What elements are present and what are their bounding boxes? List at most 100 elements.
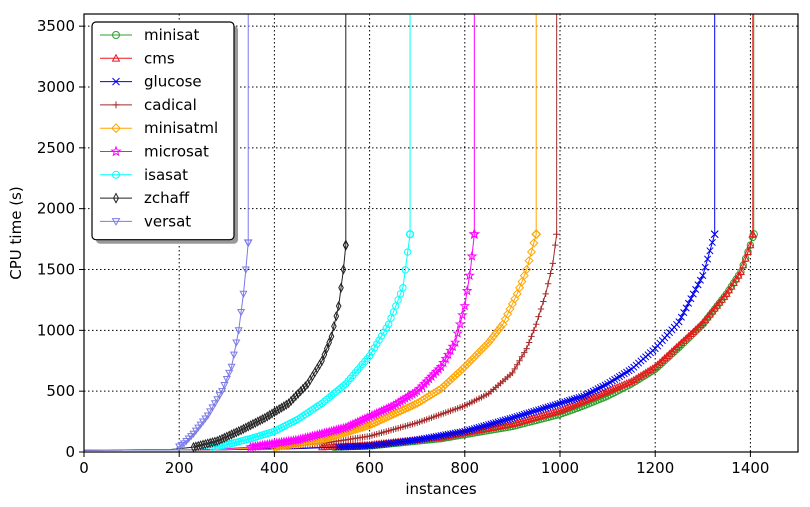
data-point	[746, 240, 755, 249]
data-point	[189, 430, 198, 438]
data-point	[202, 438, 209, 450]
data-point	[110, 145, 122, 157]
data-point	[241, 266, 250, 274]
data-point	[276, 403, 282, 415]
data-point	[443, 377, 453, 387]
data-point	[273, 405, 280, 416]
data-point	[525, 415, 534, 423]
data-point	[457, 364, 467, 374]
legend-box	[91, 21, 235, 241]
data-point	[340, 264, 347, 275]
data-point	[556, 399, 564, 407]
data-point	[533, 321, 540, 328]
data-point	[677, 338, 686, 346]
data-point	[565, 396, 574, 404]
data-point	[475, 423, 483, 431]
y-tick-label: 2500	[37, 139, 75, 157]
data-point	[382, 324, 390, 332]
data-point	[499, 417, 507, 425]
data-point	[445, 375, 456, 385]
x-tick-label: 800	[450, 459, 479, 477]
data-point	[665, 349, 674, 357]
data-point	[112, 101, 120, 109]
data-point	[300, 383, 306, 394]
legend-label: minisat	[144, 26, 199, 44]
data-point	[332, 387, 340, 396]
data-point	[198, 418, 208, 426]
legend-entry-minisatml: minisatml	[100, 119, 218, 137]
data-point	[680, 309, 688, 317]
data-point	[473, 424, 481, 432]
data-point	[207, 437, 213, 449]
data-point	[461, 427, 469, 435]
data-point	[365, 352, 374, 360]
legend-entry-versat: versat	[100, 212, 191, 230]
data-point	[492, 419, 500, 427]
data-point	[512, 289, 522, 299]
data-point	[111, 123, 121, 134]
legend-entry-isasat: isasat	[100, 166, 188, 184]
data-point	[254, 416, 261, 427]
data-point	[537, 305, 545, 313]
data-point	[727, 282, 736, 290]
data-point	[457, 309, 468, 320]
data-point	[112, 77, 120, 86]
data-point	[201, 415, 210, 423]
y-tick-label: 0	[65, 443, 75, 461]
data-point	[708, 238, 716, 247]
data-point	[297, 385, 304, 397]
data-point	[748, 229, 758, 238]
data-point	[506, 415, 514, 423]
data-point	[323, 343, 330, 354]
data-point	[227, 363, 236, 372]
data-point	[342, 239, 349, 251]
data-point	[515, 417, 524, 426]
data-point	[542, 290, 549, 298]
data-point	[663, 351, 672, 359]
data-point	[112, 31, 120, 39]
data-point	[508, 419, 517, 428]
data-point	[377, 332, 386, 340]
data-point	[403, 248, 412, 256]
data-point	[548, 408, 557, 416]
legend-label: isasat	[144, 166, 188, 184]
data-point	[484, 337, 494, 348]
data-point	[667, 347, 676, 355]
data-point	[243, 239, 253, 248]
data-point	[319, 355, 325, 366]
data-point	[221, 432, 228, 443]
data-point	[489, 419, 497, 427]
y-tick-label: 3000	[37, 78, 75, 96]
data-point	[220, 382, 229, 390]
data-point	[554, 400, 562, 408]
legend-label: cms	[144, 49, 175, 67]
data-point	[741, 254, 750, 262]
data-point	[466, 250, 478, 261]
data-point	[472, 350, 482, 360]
data-point	[379, 414, 389, 424]
data-point	[575, 393, 583, 402]
data-point	[395, 406, 406, 416]
data-point	[450, 371, 460, 381]
data-point	[231, 428, 237, 439]
data-point	[462, 359, 472, 369]
data-point	[509, 369, 516, 377]
data-point	[449, 336, 461, 348]
data-point	[234, 327, 243, 335]
data-point	[527, 414, 536, 422]
data-point	[544, 280, 552, 287]
data-point	[701, 263, 709, 271]
data-point	[386, 410, 396, 420]
data-point	[398, 405, 408, 415]
data-point	[684, 331, 693, 340]
data-point	[393, 407, 403, 417]
data-point	[411, 385, 423, 396]
data-point	[365, 420, 375, 430]
data-point	[539, 404, 547, 412]
data-point	[520, 416, 529, 424]
legend-entry-cadical: cadical	[100, 96, 197, 114]
data-point	[252, 417, 259, 429]
data-point	[477, 423, 486, 431]
data-point	[459, 300, 471, 311]
data-point	[558, 399, 566, 407]
